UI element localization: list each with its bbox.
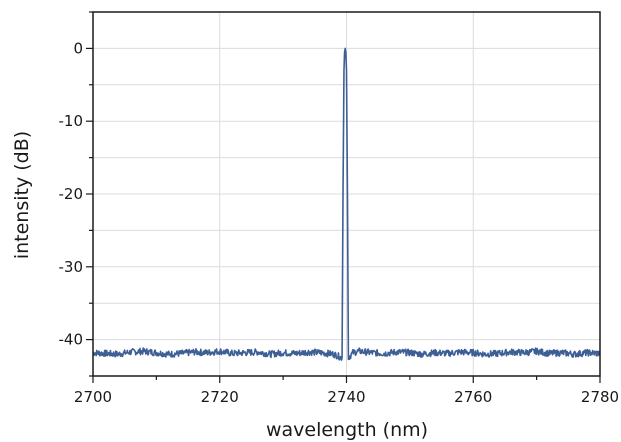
series-layer: [92, 47, 601, 361]
x-tick-label: 2720: [201, 388, 239, 406]
x-tick-label: 2760: [454, 388, 492, 406]
y-tick-label: 0: [73, 39, 83, 57]
tick-labels: 2700 2720 2740 2760 2780 0 -10 -20 -30 -40: [59, 39, 620, 406]
axes: [86, 11, 601, 383]
x-axis-label: wavelength (nm): [266, 419, 428, 441]
y-tick-label: -30: [59, 258, 84, 276]
y-axis-label: intensity (dB): [11, 131, 33, 259]
x-tick-label: 2700: [74, 388, 112, 406]
x-tick-label: 2740: [327, 388, 365, 406]
x-tick-label: 2780: [581, 388, 619, 406]
y-tick-label: -10: [59, 112, 84, 130]
y-tick-label: -40: [59, 331, 84, 349]
spectrum-line: [92, 47, 601, 361]
y-tick-label: -20: [59, 185, 84, 203]
